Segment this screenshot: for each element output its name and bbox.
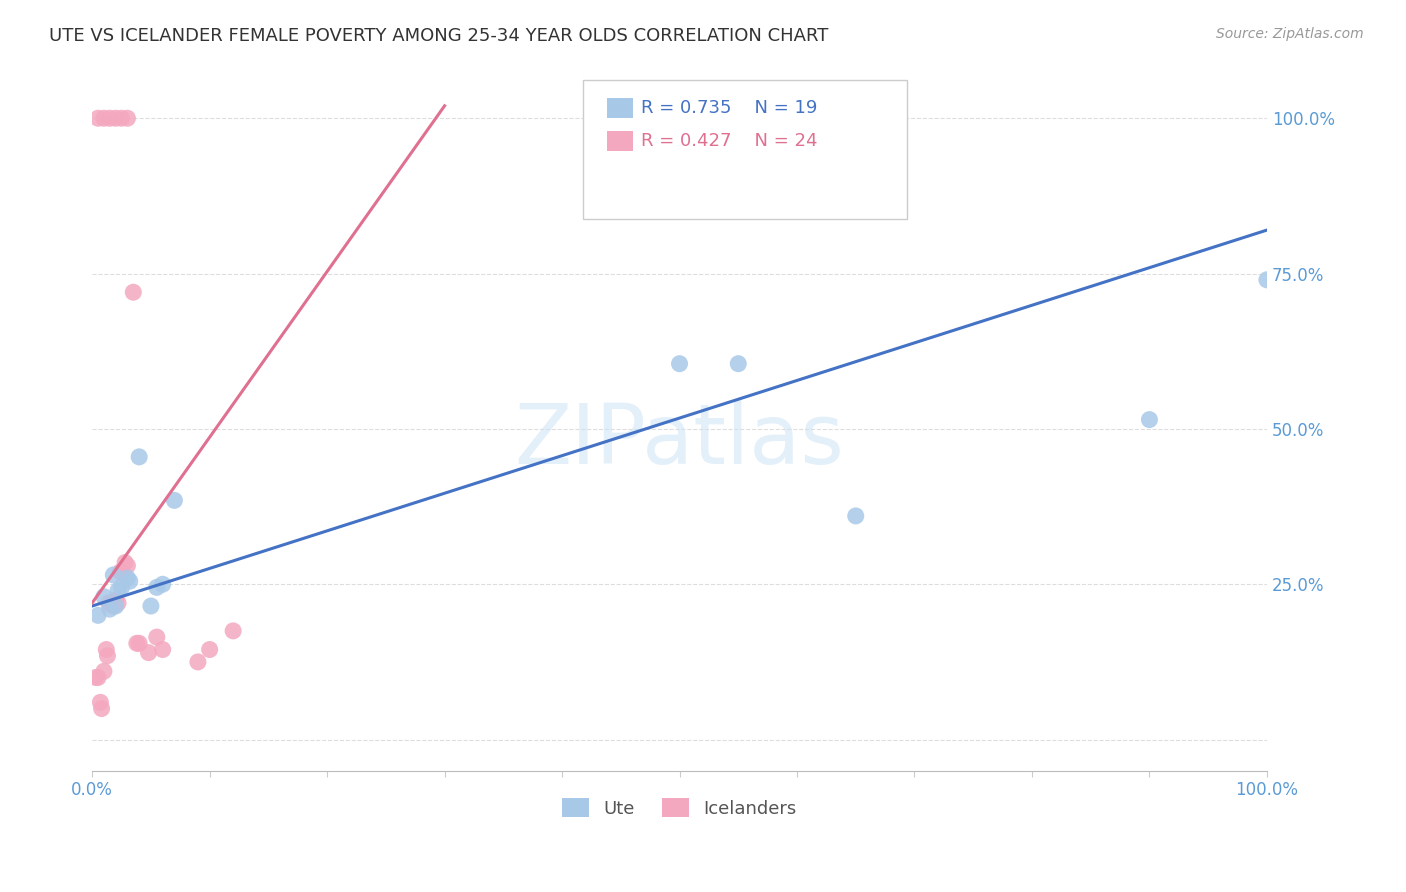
Point	[163, 493, 186, 508]
Text: Source: ZipAtlas.com: Source: ZipAtlas.com	[1216, 27, 1364, 41]
Point	[110, 112, 132, 126]
Point	[107, 583, 129, 598]
Point	[103, 599, 125, 613]
Point	[90, 701, 112, 715]
Point	[198, 642, 221, 657]
Legend: Ute, Icelanders: Ute, Icelanders	[555, 791, 804, 825]
Point	[97, 596, 120, 610]
Point	[152, 642, 174, 657]
Point	[93, 112, 115, 126]
Point	[146, 630, 169, 644]
Point	[104, 112, 127, 126]
Point	[152, 577, 174, 591]
Point	[845, 508, 868, 523]
Point	[104, 599, 127, 613]
Text: R = 0.427    N = 24: R = 0.427 N = 24	[641, 132, 818, 150]
Point	[104, 592, 127, 607]
Point	[117, 558, 139, 573]
Point	[1256, 273, 1278, 287]
Point	[98, 112, 121, 126]
Point	[89, 695, 111, 709]
Point	[100, 596, 122, 610]
Point	[138, 646, 160, 660]
Point	[93, 590, 115, 604]
Point	[96, 648, 118, 663]
Point	[84, 671, 107, 685]
Point	[98, 602, 121, 616]
Point	[93, 665, 115, 679]
Point	[110, 580, 132, 594]
Point	[122, 285, 145, 300]
Text: ZIPatlas: ZIPatlas	[515, 401, 845, 481]
Point	[87, 112, 110, 126]
Point	[128, 636, 150, 650]
Point	[125, 636, 148, 650]
Point	[128, 450, 150, 464]
Point	[146, 580, 169, 594]
Text: UTE VS ICELANDER FEMALE POVERTY AMONG 25-34 YEAR OLDS CORRELATION CHART: UTE VS ICELANDER FEMALE POVERTY AMONG 25…	[49, 27, 828, 45]
Point	[187, 655, 209, 669]
Point	[114, 556, 136, 570]
Point	[727, 357, 749, 371]
Point	[1139, 412, 1161, 426]
Point	[110, 565, 132, 579]
Point	[87, 608, 110, 623]
Point	[87, 671, 110, 685]
Point	[110, 565, 132, 579]
Point	[117, 112, 139, 126]
Point	[103, 568, 125, 582]
Point	[107, 596, 129, 610]
Point	[118, 574, 141, 589]
Point	[139, 599, 162, 613]
Point	[117, 571, 139, 585]
Point	[668, 357, 690, 371]
Text: R = 0.735    N = 19: R = 0.735 N = 19	[641, 99, 817, 117]
Point	[96, 642, 118, 657]
Point	[222, 624, 245, 638]
